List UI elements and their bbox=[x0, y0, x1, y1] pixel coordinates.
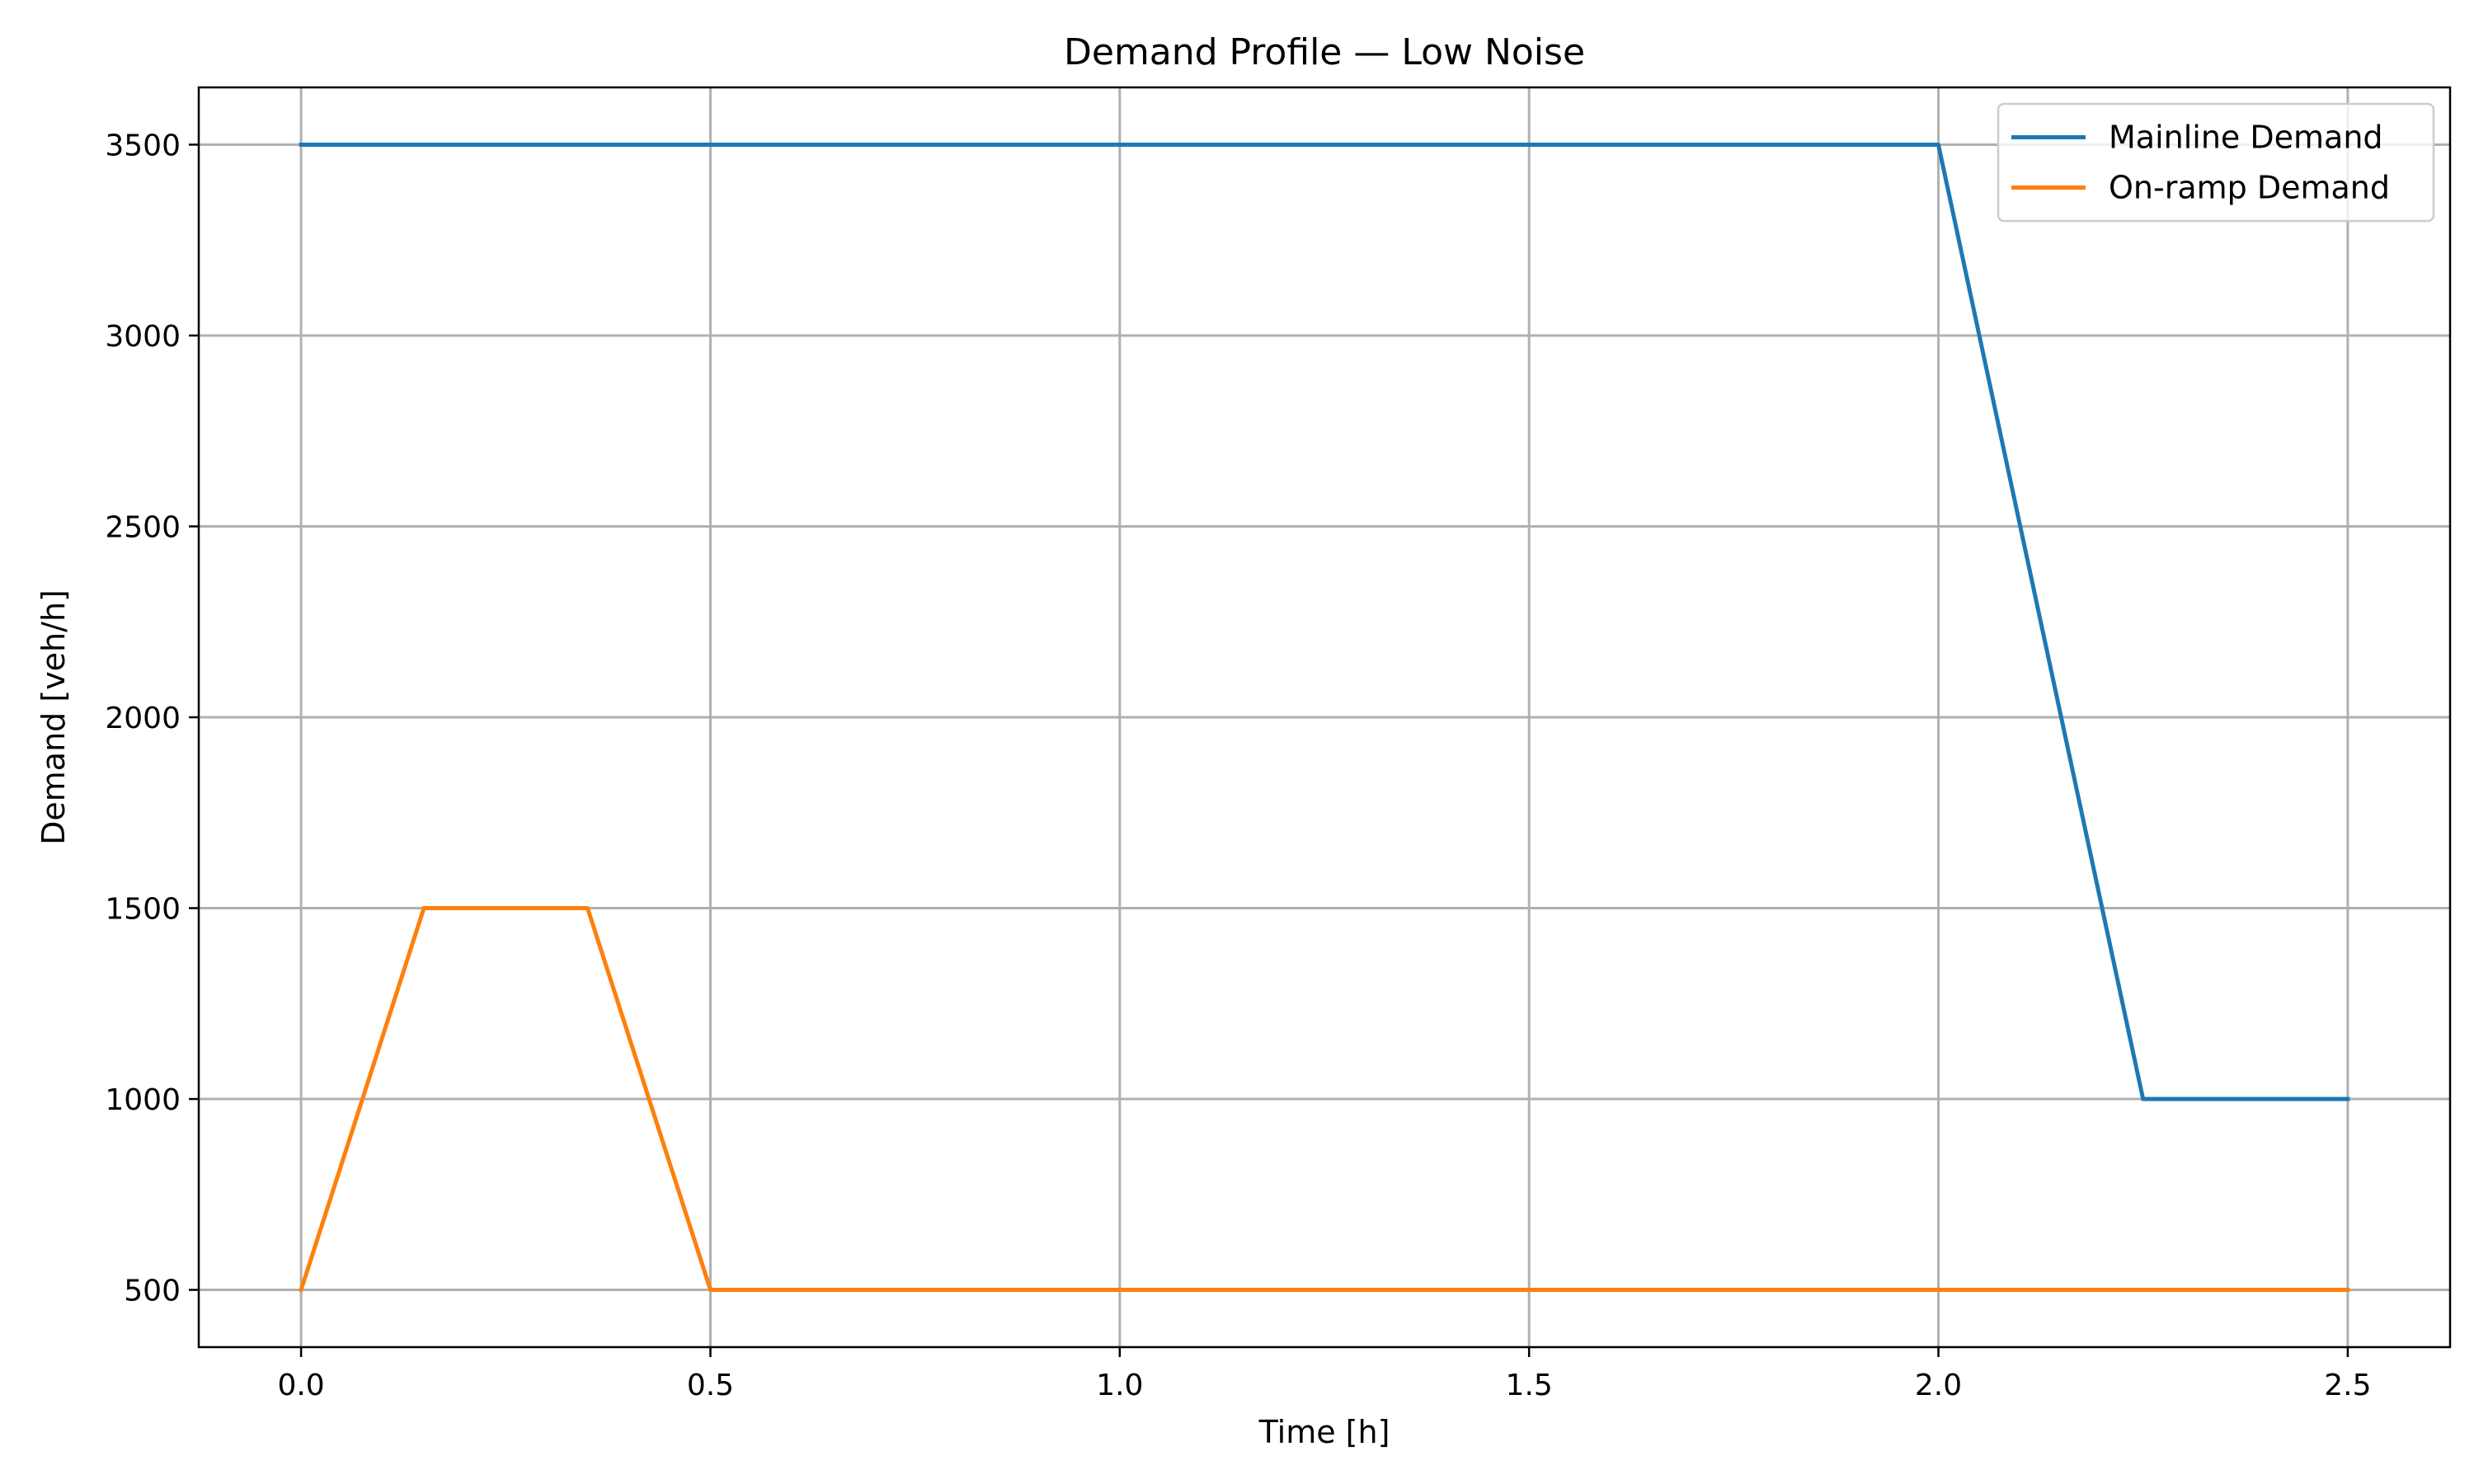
y-tick-label: 2000 bbox=[105, 702, 181, 735]
y-tick-label: 3000 bbox=[105, 320, 181, 354]
x-axis-label: Time [h] bbox=[1258, 1414, 1390, 1450]
series-line-mainline-demand bbox=[299, 143, 2350, 1101]
legend-label-mainline-demand: Mainline Demand bbox=[2109, 120, 2383, 156]
x-tick-label: 2.5 bbox=[2324, 1369, 2371, 1402]
y-tick-label: 1500 bbox=[105, 893, 181, 927]
y-tick-label: 2500 bbox=[105, 510, 181, 544]
x-tick-label: 0.0 bbox=[277, 1369, 324, 1402]
chart-title: Demand Profile — Low Noise bbox=[1064, 31, 1585, 73]
y-tick-label: 3500 bbox=[105, 129, 181, 162]
x-tick-label: 0.5 bbox=[687, 1369, 734, 1402]
legend-box bbox=[1997, 102, 2435, 223]
series-line-on-ramp-demand bbox=[298, 906, 2350, 1293]
y-tick-label: 1000 bbox=[105, 1083, 181, 1117]
x-tick-label: 2.0 bbox=[1915, 1369, 1962, 1402]
series-layer bbox=[298, 143, 2350, 1293]
x-tick-label: 1.0 bbox=[1096, 1369, 1143, 1402]
y-tick-label: 500 bbox=[124, 1275, 181, 1308]
y-axis-label: Demand [veh/h] bbox=[35, 589, 72, 845]
axis-ticks: 0.0 0.5 1.0 1.5 2.0 2.5 500 1000 1500 2000 2500 300… bbox=[105, 129, 2371, 1402]
x-tick-label: 1.5 bbox=[1506, 1369, 1553, 1402]
legend: Mainline Demand On-ramp Demand bbox=[1997, 102, 2435, 223]
legend-label-on-ramp-demand: On-ramp Demand bbox=[2109, 170, 2390, 206]
